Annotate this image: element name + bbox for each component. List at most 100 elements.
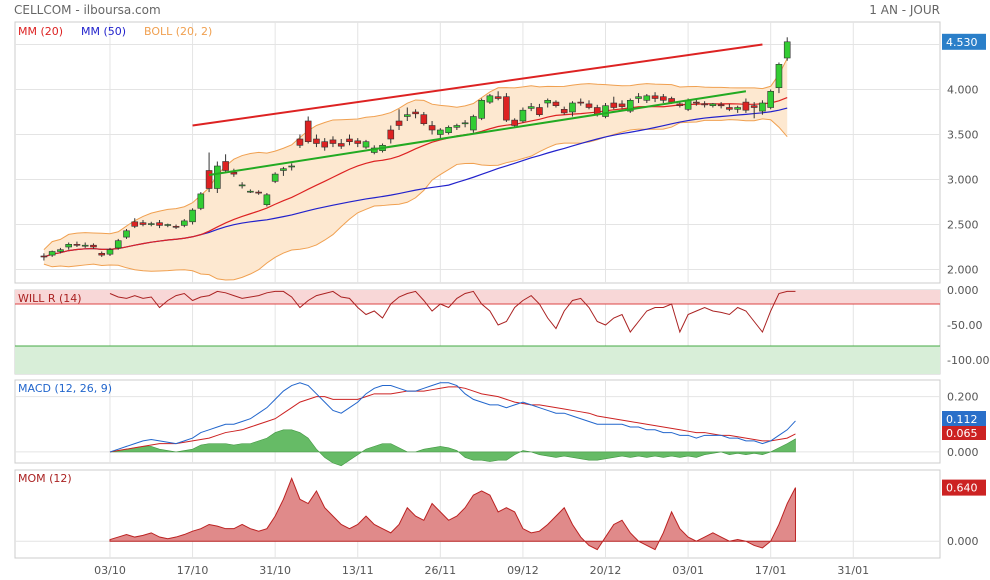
candle-body [750, 105, 758, 108]
candle-body [131, 221, 139, 227]
willr-tick-label: -100.00 [947, 354, 989, 367]
candle-body [65, 244, 72, 248]
candle-body [651, 95, 659, 99]
last-price-label: 4.530 [946, 36, 978, 49]
candle-body [470, 116, 477, 131]
candle-body [486, 95, 494, 103]
candle-body [428, 125, 436, 131]
candle-body [156, 222, 163, 226]
x-tick-label: 31/10 [259, 564, 291, 577]
candle-body [181, 220, 188, 226]
candle-body [717, 104, 725, 107]
willr-oversold-zone [15, 346, 940, 374]
candle-body [90, 244, 97, 248]
legend-entry: MM (20) [18, 25, 63, 38]
x-tick-label: 09/12 [507, 564, 539, 577]
candle-body [445, 127, 452, 134]
candle-body [48, 251, 56, 256]
candle-body [437, 129, 444, 135]
candle-body [511, 119, 518, 126]
candle-body [767, 91, 774, 108]
candle-body [610, 102, 618, 108]
candle-body [247, 190, 254, 193]
candle-body [478, 100, 485, 119]
mom-legend: MOM (12) [18, 472, 72, 485]
candle-body [147, 223, 155, 225]
willr-legend: WILL R (14) [18, 292, 82, 305]
candle-body [172, 226, 180, 228]
candle-body [81, 244, 89, 247]
candle-body [313, 138, 320, 144]
candle-body [263, 194, 271, 206]
macd-tick-label: 0.000 [947, 446, 979, 459]
chart-header-period: 1 AN - JOUR [869, 3, 940, 17]
candle-body [98, 253, 106, 256]
legend-entry: MM (50) [81, 25, 126, 38]
macd-last-box [942, 411, 986, 427]
macd-histogram [109, 429, 796, 467]
x-tick-label: 20/12 [590, 564, 622, 577]
willr-line [109, 290, 796, 334]
candle-body [403, 114, 411, 117]
candle-body [296, 138, 304, 146]
candle-body [205, 170, 213, 189]
candle-body [304, 120, 312, 143]
candle-body [321, 141, 329, 148]
candle-body [544, 100, 552, 104]
candle-body [519, 109, 527, 122]
macd-line [109, 382, 796, 453]
candle-body [577, 101, 585, 104]
candle-body [329, 139, 337, 144]
candle-body [643, 95, 651, 101]
candle-body [701, 103, 708, 106]
candle-body [734, 107, 741, 110]
candle-body [57, 249, 64, 252]
signal-last-label: 0.065 [946, 427, 978, 440]
candle-body [759, 102, 766, 112]
price-tick-label: 2.500 [947, 219, 979, 232]
macd-last-label: 0.112 [946, 413, 978, 426]
candle-body [602, 105, 609, 117]
mom-last-box [942, 479, 986, 496]
candle-body [214, 165, 221, 189]
last-price-box [942, 33, 986, 50]
candle-body [387, 129, 395, 140]
candle-body [783, 41, 791, 59]
x-tick-label: 13/11 [342, 564, 374, 577]
willr-tick-label: 0.000 [947, 284, 979, 297]
candle-body [635, 96, 642, 99]
candle-body [494, 96, 502, 99]
candle-body [238, 184, 246, 187]
candle-body [230, 172, 238, 175]
bollinger-lower-line [43, 118, 788, 281]
candle-body [271, 173, 279, 182]
legend-entry: BOLL (20, 2) [144, 25, 212, 38]
candle-body [742, 101, 750, 111]
x-tick-label: 17/10 [177, 564, 209, 577]
trend-line [192, 43, 763, 127]
candle-body [362, 141, 370, 148]
candle-body [775, 64, 783, 89]
x-tick-label: 03/01 [672, 564, 704, 577]
candle-body [123, 230, 130, 238]
candle-body [73, 244, 81, 246]
candle-body [726, 107, 733, 110]
candle-body [412, 111, 419, 115]
candle-body [222, 161, 229, 171]
candle-body [288, 165, 295, 168]
x-tick-label: 26/11 [424, 564, 456, 577]
candle-body [527, 106, 535, 109]
candle-body [189, 209, 196, 223]
candle-body [676, 103, 684, 107]
candle-body [626, 100, 634, 112]
candle-body [453, 125, 461, 128]
candle-body [536, 107, 543, 115]
price-tick-label: 3.500 [947, 129, 979, 142]
price-tick-label: 2.000 [947, 264, 979, 277]
willr-tick-label: -50.00 [947, 319, 982, 332]
candle-body [40, 255, 48, 258]
candle-body [693, 101, 700, 104]
macd-tick-label: 0.200 [947, 391, 979, 404]
candle-body [569, 102, 576, 113]
